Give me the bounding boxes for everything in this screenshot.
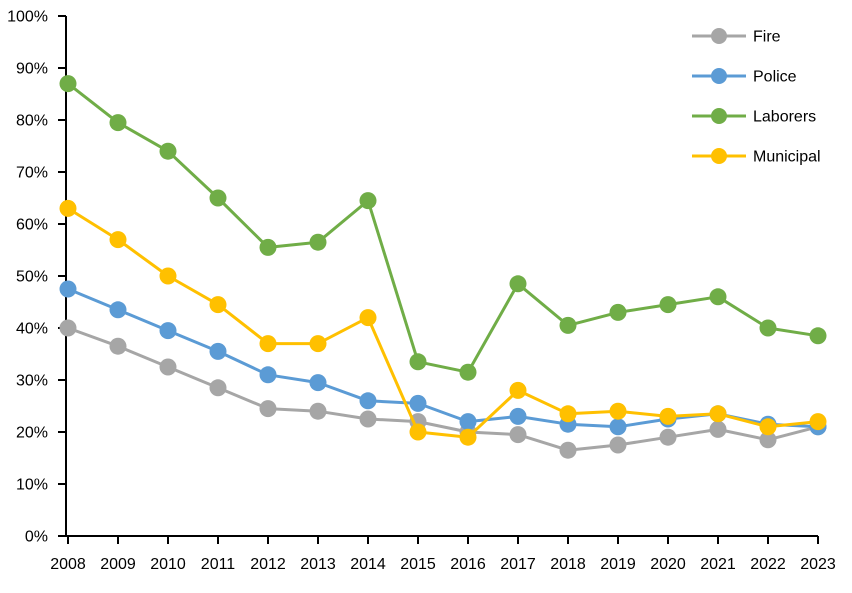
data-point-police bbox=[59, 280, 77, 298]
legend-label-municipal: Municipal bbox=[753, 149, 821, 166]
data-point-fire bbox=[759, 431, 777, 449]
data-point-police bbox=[459, 413, 477, 431]
data-point-municipal bbox=[109, 231, 127, 249]
data-point-laborers bbox=[159, 142, 177, 160]
x-axis-label: 2020 bbox=[650, 556, 686, 573]
data-point-municipal bbox=[259, 335, 277, 353]
series-line-laborers bbox=[66, 82, 820, 374]
x-axis-label: 2013 bbox=[300, 556, 336, 573]
y-axis-label: 20% bbox=[16, 425, 48, 442]
data-point-fire bbox=[609, 436, 627, 454]
x-axis-label: 2011 bbox=[201, 556, 236, 573]
data-point-laborers bbox=[459, 363, 477, 381]
x-axis-label: 2021 bbox=[700, 556, 736, 573]
legend-label-laborers: Laborers bbox=[753, 109, 816, 126]
x-axis-label: 2016 bbox=[450, 556, 486, 573]
data-point-fire bbox=[159, 358, 177, 376]
data-point-municipal bbox=[509, 381, 527, 399]
data-point-laborers bbox=[609, 303, 627, 321]
data-point-police bbox=[159, 322, 177, 340]
data-point-police bbox=[509, 407, 527, 425]
x-axis-label: 2018 bbox=[550, 556, 586, 573]
data-point-municipal bbox=[809, 413, 827, 431]
data-point-laborers bbox=[109, 114, 127, 132]
data-point-municipal bbox=[59, 199, 77, 217]
data-point-laborers bbox=[59, 75, 77, 93]
x-axis-label: 2008 bbox=[50, 556, 86, 573]
x-axis-label: 2023 bbox=[800, 556, 836, 573]
x-axis-label: 2010 bbox=[150, 556, 186, 573]
data-point-laborers bbox=[509, 275, 527, 293]
data-point-municipal bbox=[359, 309, 377, 327]
data-point-municipal bbox=[209, 296, 227, 314]
x-axis-label: 2015 bbox=[400, 556, 436, 573]
data-point-laborers bbox=[409, 353, 427, 371]
legend-marker-laborers bbox=[711, 108, 727, 124]
data-point-fire bbox=[709, 420, 727, 438]
data-point-laborers bbox=[259, 238, 277, 256]
data-point-fire bbox=[309, 402, 327, 420]
legend-marker-police bbox=[711, 68, 727, 84]
data-point-laborers bbox=[809, 327, 827, 345]
data-point-police bbox=[359, 392, 377, 410]
legend-label-police: Police bbox=[753, 69, 797, 86]
data-point-fire bbox=[509, 426, 527, 444]
y-axis-label: 50% bbox=[16, 269, 48, 286]
data-point-laborers bbox=[709, 288, 727, 306]
series-line-municipal bbox=[66, 206, 820, 439]
legend-marker-municipal bbox=[711, 148, 727, 164]
data-point-fire bbox=[659, 428, 677, 446]
data-point-fire bbox=[209, 379, 227, 397]
data-point-municipal bbox=[609, 402, 627, 420]
data-point-fire bbox=[559, 441, 577, 459]
data-point-police bbox=[259, 366, 277, 384]
y-axis-label: 60% bbox=[16, 217, 48, 234]
data-point-laborers bbox=[759, 319, 777, 337]
y-axis-label: 10% bbox=[16, 477, 48, 494]
data-point-laborers bbox=[559, 316, 577, 334]
data-point-police bbox=[109, 301, 127, 319]
data-point-laborers bbox=[359, 192, 377, 210]
data-point-municipal bbox=[759, 418, 777, 436]
data-point-police bbox=[309, 374, 327, 392]
x-axis-label: 2014 bbox=[350, 556, 386, 573]
y-axis-label: 80% bbox=[16, 113, 48, 130]
legend-marker-fire bbox=[711, 28, 727, 44]
y-axis-label: 40% bbox=[16, 321, 48, 338]
data-point-police bbox=[209, 342, 227, 360]
y-axis-label: 70% bbox=[16, 165, 48, 182]
data-point-municipal bbox=[409, 423, 427, 441]
data-point-laborers bbox=[659, 296, 677, 314]
x-axis-label: 2022 bbox=[750, 556, 786, 573]
data-point-municipal bbox=[709, 405, 727, 423]
y-axis-label: 90% bbox=[16, 61, 48, 78]
series-line-police bbox=[66, 287, 820, 429]
x-axis-label: 2009 bbox=[100, 556, 136, 573]
y-axis-label: 30% bbox=[16, 373, 48, 390]
data-point-municipal bbox=[309, 335, 327, 353]
x-axis-label: 2012 bbox=[250, 556, 286, 573]
data-point-fire bbox=[359, 410, 377, 428]
data-point-laborers bbox=[309, 233, 327, 251]
data-point-fire bbox=[59, 319, 77, 337]
legend-label-fire: Fire bbox=[753, 29, 781, 46]
data-point-fire bbox=[109, 337, 127, 355]
data-point-municipal bbox=[459, 428, 477, 446]
data-point-municipal bbox=[559, 405, 577, 423]
x-axis-label: 2019 bbox=[600, 556, 636, 573]
y-axis-label: 100% bbox=[7, 9, 48, 26]
series-line-fire bbox=[66, 326, 820, 452]
data-point-municipal bbox=[159, 267, 177, 285]
y-axis-label: 0% bbox=[25, 529, 48, 546]
data-point-municipal bbox=[659, 407, 677, 425]
data-point-police bbox=[609, 418, 627, 436]
data-point-fire bbox=[259, 400, 277, 418]
data-point-police bbox=[409, 394, 427, 412]
data-point-laborers bbox=[209, 189, 227, 207]
x-axis-label: 2017 bbox=[500, 556, 536, 573]
